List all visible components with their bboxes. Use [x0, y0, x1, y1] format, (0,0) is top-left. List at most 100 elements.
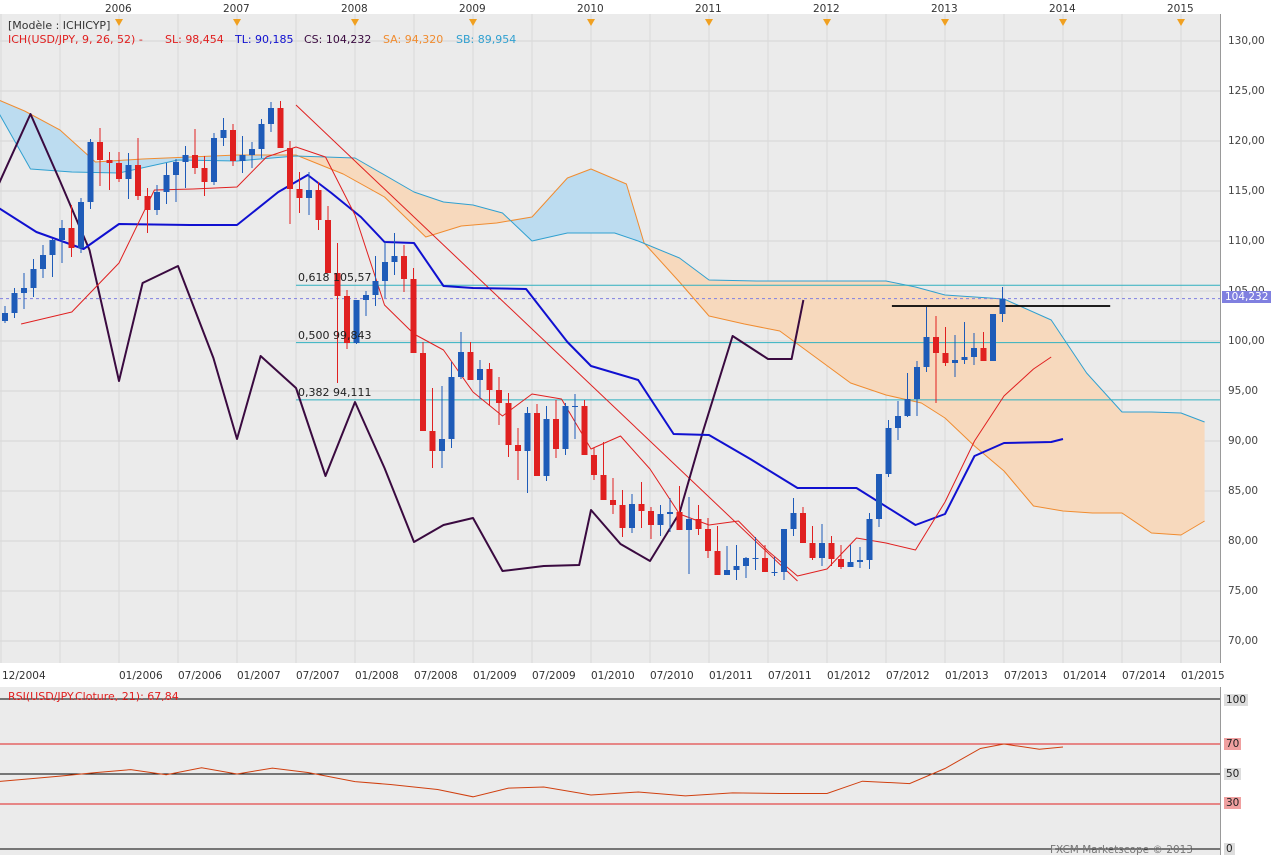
x-tick-label: 01/2013	[945, 670, 989, 682]
x-tick-label: 07/2008	[414, 670, 458, 682]
candle-down	[809, 543, 816, 558]
candle-down	[287, 148, 293, 189]
legend-sl: SL: 98,454	[165, 33, 224, 46]
kijun-sen	[0, 174, 1064, 526]
candle-up	[458, 352, 464, 377]
candle-down	[201, 168, 208, 182]
x-tick-label: 07/2011	[768, 670, 812, 682]
y-tick-label: 90,00	[1228, 435, 1259, 447]
candle-down	[619, 505, 626, 528]
candle-up	[49, 240, 56, 255]
trendline	[295, 104, 798, 582]
candle-up	[2, 313, 8, 321]
legend-tl: TL: 90,185	[235, 33, 294, 46]
candle-down	[695, 519, 702, 529]
candle-up	[211, 138, 217, 182]
legend-sa: SA: 94,320	[383, 33, 444, 46]
candle-down	[420, 353, 426, 431]
candle-up	[477, 369, 483, 380]
y-tick-label: 95,00	[1228, 385, 1259, 397]
year-label: 2008	[341, 3, 368, 15]
senkou-span-b	[0, 114, 1205, 423]
candle-down	[325, 220, 331, 273]
candle-down	[800, 513, 806, 543]
candle-down	[401, 256, 407, 279]
candle-up	[125, 165, 132, 179]
candle-up	[724, 570, 730, 575]
candle-down	[762, 558, 768, 572]
year-label: 2009	[459, 3, 486, 15]
candle-up	[40, 255, 46, 269]
candle-up	[686, 519, 692, 530]
candle-up	[306, 190, 312, 198]
candle-up	[847, 562, 854, 567]
x-tick-label: 01/2011	[709, 670, 753, 682]
candle-down	[486, 369, 493, 390]
candle-down	[638, 504, 645, 511]
y-tick-label: 125,00	[1228, 85, 1265, 97]
year-label: 2012	[813, 3, 840, 15]
kumo-cloud-bearish	[300, 156, 511, 237]
senkou-span-a	[0, 100, 1205, 536]
x-tick-label: 07/2010	[650, 670, 694, 682]
candle-up	[904, 399, 911, 416]
candle-down	[296, 189, 303, 198]
year-label: 2011	[695, 3, 722, 15]
candle-up	[249, 149, 255, 155]
candle-down	[714, 551, 721, 575]
candle-up	[657, 514, 664, 525]
candle-up	[11, 293, 18, 313]
candle-up	[781, 529, 787, 572]
rsi-tick-label: 30	[1224, 797, 1242, 809]
candle-down	[933, 337, 939, 353]
x-tick-label: 01/2009	[473, 670, 517, 682]
candle-down	[410, 279, 417, 353]
candle-up	[857, 560, 863, 562]
rsi-panel[interactable]	[0, 687, 1220, 855]
year-marker	[587, 19, 595, 26]
kumo-cloud-bullish	[510, 169, 646, 245]
candle-up	[268, 108, 274, 124]
candle-up	[220, 130, 227, 138]
y-tick-label: 100,00	[1228, 335, 1265, 347]
candle-up	[914, 367, 920, 399]
candle-up	[562, 406, 569, 449]
rsi-tick-label: 50	[1224, 768, 1242, 780]
rsi-tick-label: 100	[1224, 694, 1249, 706]
candle-down	[705, 529, 711, 551]
year-marker	[1177, 19, 1185, 26]
rsi-tick-label: 0	[1224, 843, 1235, 855]
year-marker	[351, 19, 359, 26]
y-tick-label: 120,00	[1228, 135, 1265, 147]
candle-up	[923, 337, 930, 367]
candle-down	[106, 160, 113, 163]
candle-up	[21, 288, 27, 293]
candle-up	[154, 192, 160, 210]
current-price-tag: 104,232	[1222, 291, 1272, 303]
candle-up	[78, 202, 84, 248]
candle-down	[277, 108, 284, 148]
x-tick-label: 07/2014	[1122, 670, 1166, 682]
fib-label-382: 0,382 94,111	[298, 386, 372, 399]
rsi-line	[0, 743, 1064, 798]
candle-up	[572, 406, 578, 407]
year-label: 2010	[577, 3, 604, 15]
x-tick-label: 07/2013	[1004, 670, 1048, 682]
year-label: 2006	[105, 3, 132, 15]
candle-down	[610, 500, 616, 505]
candle-down	[344, 296, 350, 343]
candle-down	[515, 445, 521, 451]
watermark: FXCM Marketscope © 2013	[1050, 844, 1193, 856]
candle-up	[258, 124, 265, 149]
candle-up	[182, 155, 189, 162]
ichimoku-title: ICH(USD/JPY, 9, 26, 52) -	[8, 33, 143, 46]
candle-up	[733, 566, 740, 570]
candle-down	[648, 511, 654, 525]
year-marker	[1059, 19, 1067, 26]
year-label: 2013	[931, 3, 958, 15]
kumo-cloud-bullish	[0, 100, 301, 173]
candle-down	[600, 475, 607, 500]
x-tick-label: 01/2010	[591, 670, 635, 682]
